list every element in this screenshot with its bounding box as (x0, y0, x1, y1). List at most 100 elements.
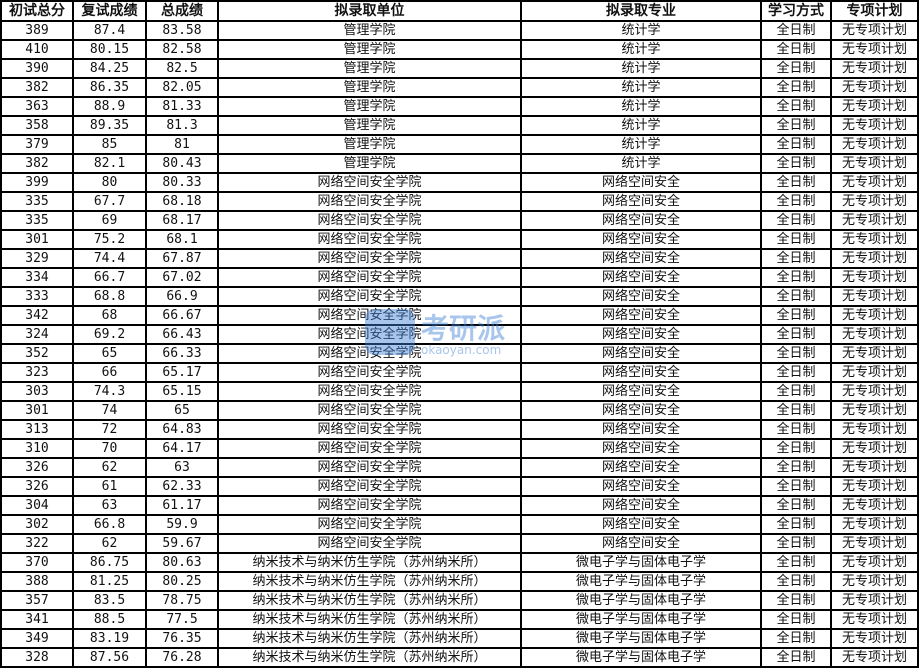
table-row: 334 66.7 67.02 网络空间安全学院 网络空间安全 全日制 无专项计划 (0, 267, 919, 288)
table-cell: 无专项计划 (830, 96, 919, 117)
table-cell: 68.1 (145, 229, 219, 250)
table-cell: 网络空间安全学院 (217, 476, 522, 497)
table-cell: 全日制 (760, 419, 832, 440)
table-cell: 无专项计划 (830, 58, 919, 79)
table-cell: 81.25 (72, 571, 147, 592)
table-cell: 网络空间安全学院 (217, 400, 522, 421)
table-cell: 80.43 (145, 153, 219, 174)
table-cell: 无专项计划 (830, 362, 919, 383)
table-cell: 无专项计划 (830, 134, 919, 155)
table-cell: 303 (0, 381, 74, 402)
table-cell: 80.15 (72, 39, 147, 60)
table-cell: 86.35 (72, 77, 147, 98)
table-cell: 无专项计划 (830, 457, 919, 478)
table-cell: 333 (0, 286, 74, 307)
table-cell: 网络空间安全学院 (217, 267, 522, 288)
table-cell: 无专项计划 (830, 628, 919, 649)
table-row: 342 68 66.67 网络空间安全学院 网络空间安全 全日制 无专项计划 (0, 305, 919, 326)
table-cell: 370 (0, 552, 74, 573)
table-cell: 网络空间安全学院 (217, 191, 522, 212)
table-cell: 无专项计划 (830, 552, 919, 573)
table-cell: 326 (0, 457, 74, 478)
table-cell: 纳米技术与纳米仿生学院（苏州纳米所） (217, 647, 522, 668)
table-cell: 统计学 (520, 115, 762, 136)
table-row: 379 85 81 管理学院 统计学 全日制 无专项计划 (0, 134, 919, 155)
table-cell: 统计学 (520, 20, 762, 41)
table-cell: 78.75 (145, 590, 219, 611)
table-row: 303 74.3 65.15 网络空间安全学院 网络空间安全 全日制 无专项计划 (0, 381, 919, 402)
table-cell: 328 (0, 647, 74, 668)
table-row: 370 86.75 80.63 纳米技术与纳米仿生学院（苏州纳米所） 微电子学与固体电子… (0, 552, 919, 573)
table-cell: 无专项计划 (830, 248, 919, 269)
table-cell: 网络空间安全学院 (217, 533, 522, 554)
table-cell: 301 (0, 400, 74, 421)
table-cell: 管理学院 (217, 39, 522, 60)
table-cell: 全日制 (760, 381, 832, 402)
table-cell: 62 (72, 457, 147, 478)
table-cell: 390 (0, 58, 74, 79)
table-cell: 69.2 (72, 324, 147, 345)
table-cell: 67.7 (72, 191, 147, 212)
table-cell: 全日制 (760, 400, 832, 421)
table-cell: 纳米技术与纳米仿生学院（苏州纳米所） (217, 609, 522, 630)
table-cell: 341 (0, 609, 74, 630)
table-cell: 67.87 (145, 248, 219, 269)
table-cell: 全日制 (760, 134, 832, 155)
table-cell: 网络空间安全学院 (217, 419, 522, 440)
table-cell: 统计学 (520, 77, 762, 98)
table-cell: 82.1 (72, 153, 147, 174)
table-cell: 65.17 (145, 362, 219, 383)
table-cell: 85 (72, 134, 147, 155)
table-row: 410 80.15 82.58 管理学院 统计学 全日制 无专项计划 (0, 39, 919, 60)
table-cell: 网络空间安全 (520, 381, 762, 402)
table-cell: 管理学院 (217, 134, 522, 155)
table-cell: 388 (0, 571, 74, 592)
table-cell: 302 (0, 514, 74, 535)
table-cell: 全日制 (760, 628, 832, 649)
table-cell: 网络空间安全 (520, 533, 762, 554)
table-cell: 66.33 (145, 343, 219, 364)
table-cell: 66 (72, 362, 147, 383)
table-cell: 335 (0, 191, 74, 212)
table-cell: 统计学 (520, 96, 762, 117)
table-cell: 全日制 (760, 362, 832, 383)
table-cell: 微电子学与固体电子学 (520, 628, 762, 649)
table-row: 358 89.35 81.3 管理学院 统计学 全日制 无专项计划 (0, 115, 919, 136)
table-cell: 379 (0, 134, 74, 155)
table-cell: 80.63 (145, 552, 219, 573)
table-cell: 65 (72, 343, 147, 364)
table-cell: 管理学院 (217, 58, 522, 79)
table-cell: 324 (0, 324, 74, 345)
table-row: 304 63 61.17 网络空间安全学院 网络空间安全 全日制 无专项计划 (0, 495, 919, 516)
table-cell: 59.9 (145, 514, 219, 535)
table-cell: 335 (0, 210, 74, 231)
table-cell: 352 (0, 343, 74, 364)
table-cell: 网络空间安全学院 (217, 495, 522, 516)
table-cell: 无专项计划 (830, 647, 919, 668)
table-cell: 网络空间安全 (520, 400, 762, 421)
table-cell: 87.56 (72, 647, 147, 668)
table-cell: 65.15 (145, 381, 219, 402)
table-cell: 纳米技术与纳米仿生学院（苏州纳米所） (217, 571, 522, 592)
table-cell: 84.25 (72, 58, 147, 79)
table-cell: 77.5 (145, 609, 219, 630)
table-cell: 无专项计划 (830, 172, 919, 193)
table-cell: 全日制 (760, 305, 832, 326)
table-cell: 无专项计划 (830, 495, 919, 516)
table-cell: 全日制 (760, 267, 832, 288)
table-cell: 无专项计划 (830, 533, 919, 554)
table-cell: 无专项计划 (830, 286, 919, 307)
table-cell: 66.43 (145, 324, 219, 345)
table-cell: 无专项计划 (830, 210, 919, 231)
table-cell: 无专项计划 (830, 571, 919, 592)
table-cell: 全日制 (760, 609, 832, 630)
table-cell: 全日制 (760, 172, 832, 193)
table-row: 301 74 65 网络空间安全学院 网络空间安全 全日制 无专项计划 (0, 400, 919, 421)
table-cell: 82.58 (145, 39, 219, 60)
table-cell: 64.17 (145, 438, 219, 459)
table-cell: 88.9 (72, 96, 147, 117)
table-cell: 无专项计划 (830, 514, 919, 535)
table-cell: 357 (0, 590, 74, 611)
table-cell: 76.35 (145, 628, 219, 649)
table-cell: 无专项计划 (830, 419, 919, 440)
